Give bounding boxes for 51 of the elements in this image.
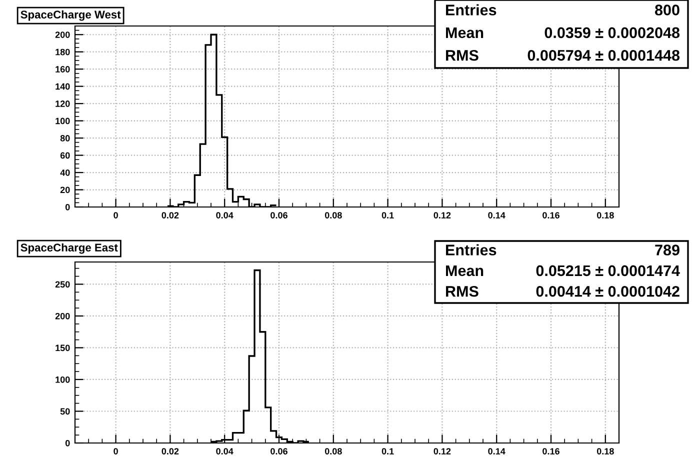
text: 800 <box>654 4 680 16</box>
text: Entries <box>446 244 496 256</box>
x-tick-label: 0 <box>114 448 118 454</box>
x-tick-label: 0.08 <box>324 212 342 218</box>
y-tick-label: 60 <box>60 152 70 159</box>
chart-title: SpaceCharge East <box>20 243 118 254</box>
x-tick-label: 0.02 <box>162 448 179 454</box>
x-tick-label: 0.1 <box>382 212 394 218</box>
annotation: 0.05215 ± 0.0001474 <box>536 265 680 276</box>
y-tick-label: 100 <box>56 118 70 124</box>
text: Entries <box>446 4 496 16</box>
x-tick-label: 0.12 <box>434 448 451 454</box>
y-tick-label: 0 <box>65 440 70 446</box>
text: 789 <box>655 244 680 256</box>
y-tick-label: 200 <box>55 312 70 320</box>
x-tick-label: 0.04 <box>216 212 234 218</box>
annotation: Mean <box>446 27 484 38</box>
y-tick-label: 100 <box>56 376 70 383</box>
annotation: 0.00414 ± 0.0001042 <box>536 286 680 297</box>
y-tick-label: 140 <box>56 83 70 90</box>
y-tick-label: 160 <box>56 66 70 72</box>
x-tick-label: 0.16 <box>542 212 560 218</box>
chart-title: SpaceCharge West <box>20 10 121 21</box>
x-tick-label: 0.14 <box>488 212 506 218</box>
x-tick-label: 0 <box>114 212 118 218</box>
annotation: Mean <box>446 265 484 276</box>
x-tick-label: 0.1 <box>382 448 394 454</box>
x-tick-label: 0.04 <box>216 448 234 454</box>
annotation: 0.0359 ± 0.0002048 <box>544 27 680 38</box>
annotation: RMS <box>446 50 478 61</box>
y-tick-label: 150 <box>56 344 70 352</box>
x-tick-label: 0.02 <box>162 212 179 218</box>
x-tick-label: 0.06 <box>270 212 288 218</box>
y-tick-label: 250 <box>55 281 70 288</box>
annotation: 0.005794 ± 0.0001448 <box>528 50 680 61</box>
annotation: RMS <box>446 286 478 297</box>
y-tick-label: 0 <box>65 204 70 210</box>
y-tick-label: 200 <box>55 32 70 38</box>
x-tick-label: 0.08 <box>324 448 342 454</box>
y-tick-label: 80 <box>60 135 70 142</box>
y-tick-label: 40 <box>60 169 70 176</box>
y-tick-label: 120 <box>56 100 70 107</box>
x-tick-label: 0.18 <box>596 212 614 218</box>
y-tick-label: 50 <box>60 408 70 415</box>
x-tick-label: 0.14 <box>488 448 506 454</box>
x-tick-label: 0.18 <box>596 448 614 454</box>
x-tick-label: 0.16 <box>542 448 560 454</box>
y-tick-label: 180 <box>56 48 70 56</box>
x-tick-label: 0.12 <box>434 212 451 218</box>
y-tick-label: 20 <box>60 186 70 194</box>
x-tick-label: 0.06 <box>270 448 288 454</box>
